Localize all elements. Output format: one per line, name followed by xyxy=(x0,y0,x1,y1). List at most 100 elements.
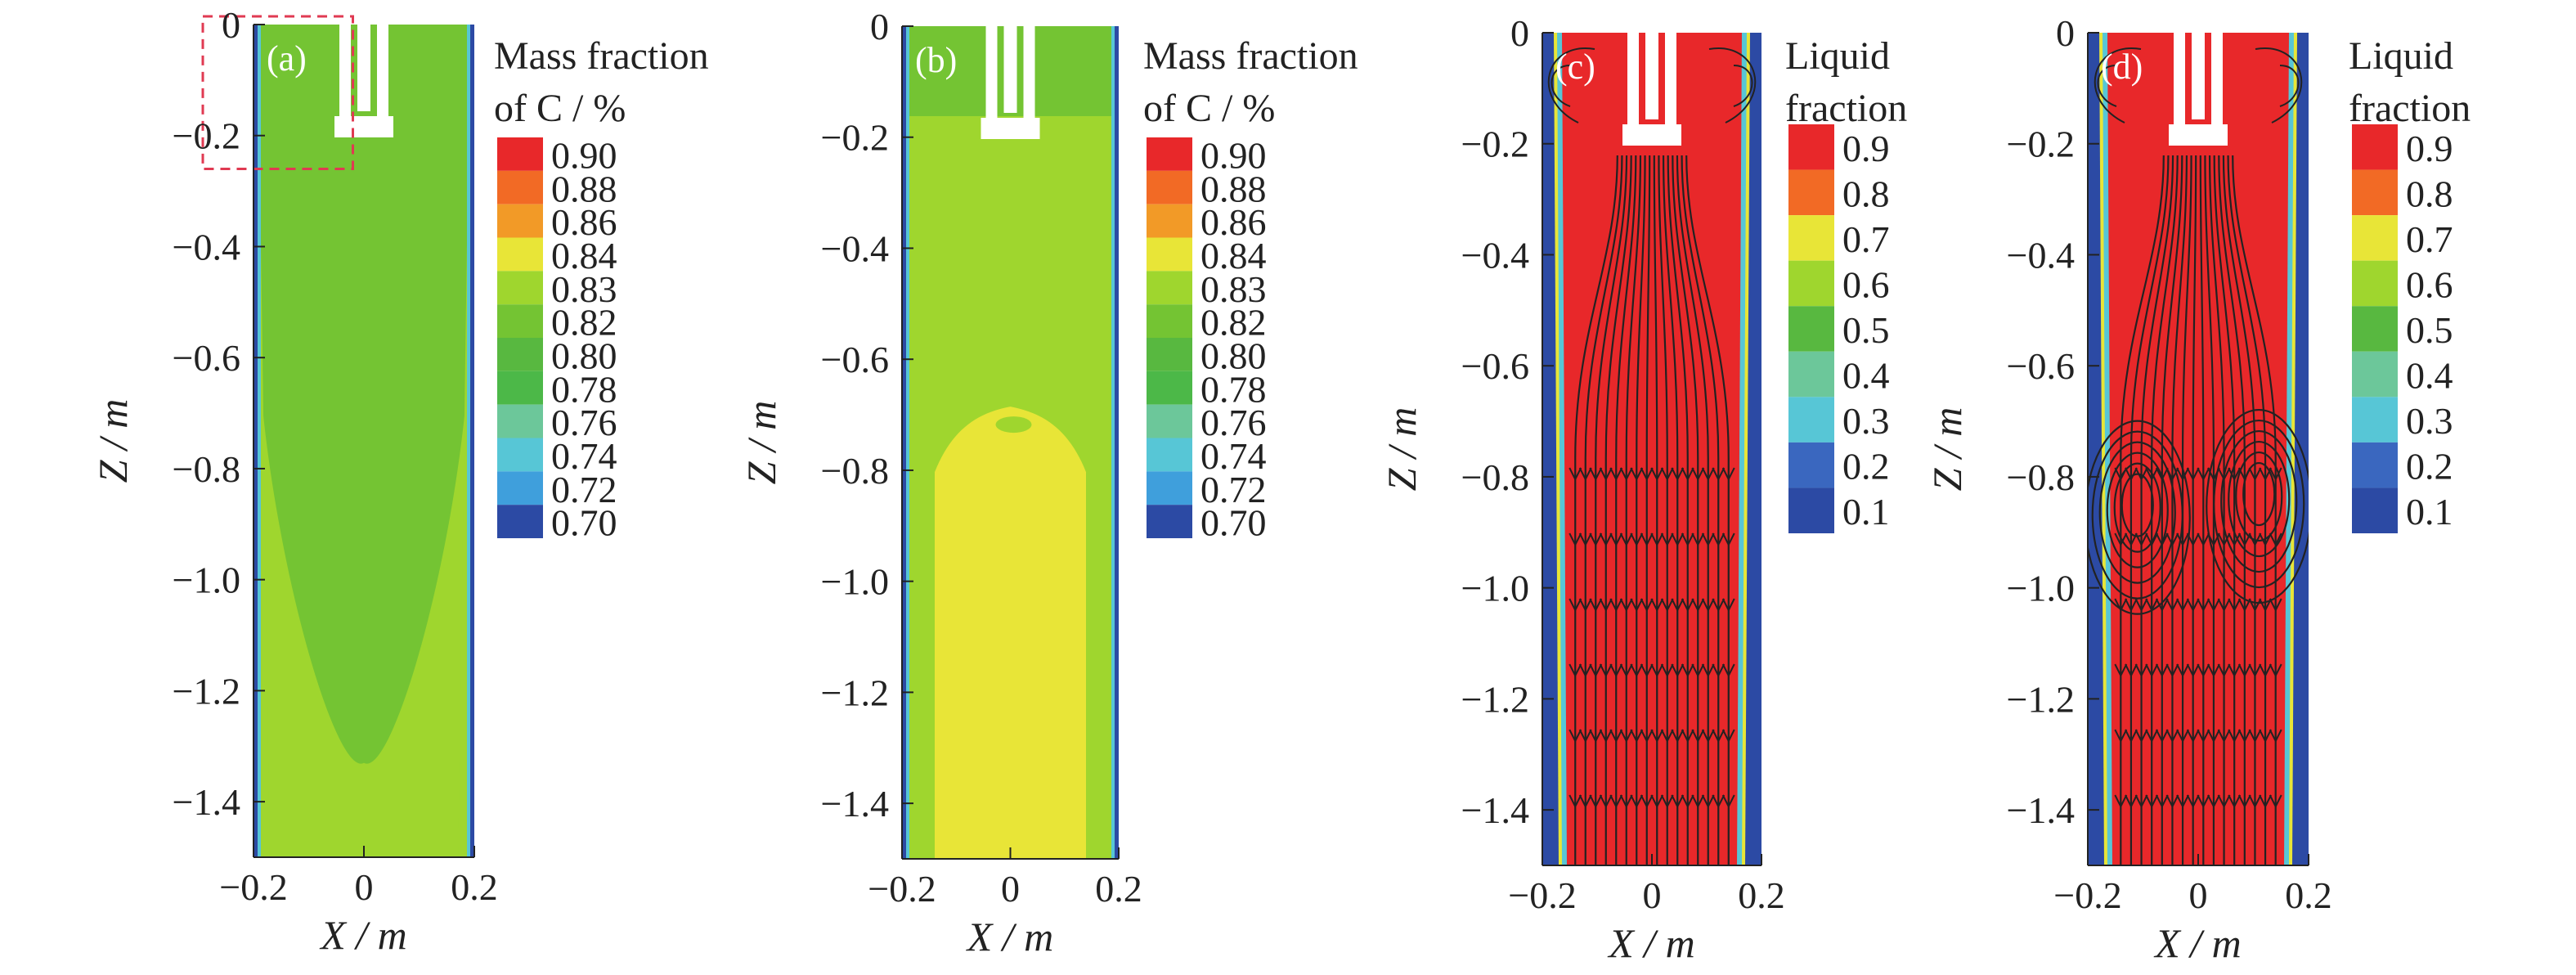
nozzle-base xyxy=(1622,124,1681,146)
streamline-arrow xyxy=(2228,598,2242,613)
streamline-arrow xyxy=(2176,663,2189,678)
streamline-arrow xyxy=(2197,663,2210,678)
legend-level-label: 0.88 xyxy=(1200,168,1267,209)
streamline-arrow xyxy=(1609,794,1623,809)
streamline-arrow xyxy=(1691,532,1705,547)
vortex-ring xyxy=(2213,419,2305,589)
streamline-arrow xyxy=(1599,532,1613,547)
y-tick-label: −1.4 xyxy=(1461,789,1529,831)
legend-level-label: 0.7 xyxy=(1842,218,1890,260)
legend-swatch xyxy=(497,371,543,405)
vortex-ring xyxy=(2206,409,2309,604)
streamline-arrow xyxy=(2155,663,2169,678)
legend-level-label: 0.7 xyxy=(2406,218,2453,260)
panel-b: (b) 0 −0.2 −0.4 −0.6 −0.8 −1.0 −1.2 −1.4 −0.2 0 0.2… xyxy=(738,6,1358,959)
streamline-arrow xyxy=(1568,467,1582,482)
legend-level-label: 0.90 xyxy=(1200,134,1267,176)
streamline-arrow xyxy=(2186,663,2200,678)
nozzle-core xyxy=(1645,33,1658,119)
streamline-arrow xyxy=(1568,598,1582,613)
streamline-arrow xyxy=(2176,598,2189,613)
streamline-arrow xyxy=(2165,532,2179,547)
legend-swatch xyxy=(497,304,543,338)
recirculation xyxy=(1547,47,1595,124)
field-band xyxy=(1562,33,1742,865)
panel-a: (a) 0 −0.2 −0.4 −0.6 −0.8 −1.0 −1.2 −1.4 −0.2 0 0.2… xyxy=(90,4,709,958)
streamline-arrow xyxy=(2197,532,2210,547)
streamline-arrow xyxy=(1650,794,1664,809)
streamline-arrow xyxy=(2145,729,2159,744)
nozzle xyxy=(981,26,1040,139)
streamline-arrow xyxy=(2125,532,2138,547)
streamline-arrow xyxy=(1681,663,1694,678)
streamline xyxy=(2208,155,2225,865)
legend-level-label: 0.1 xyxy=(1842,491,1890,532)
streamline xyxy=(2181,155,2192,865)
streamline-arrow xyxy=(2228,729,2242,744)
streamline-arrow xyxy=(2248,532,2262,547)
y-tick-label: −0.6 xyxy=(173,337,240,379)
streamline-arrow xyxy=(1630,729,1644,744)
streamline-arrow xyxy=(1589,532,1603,547)
streamline-arrow xyxy=(2186,598,2200,613)
y-tick-label: −1.2 xyxy=(1461,678,1529,720)
y-tick-label: −0.6 xyxy=(821,339,889,380)
legend-swatch xyxy=(1147,237,1192,272)
legend-level-label: 0.83 xyxy=(1200,268,1267,310)
y-axis-label: Z / m xyxy=(1924,407,1970,492)
streamline xyxy=(1645,155,1651,865)
y-tick-label: 0 xyxy=(222,4,240,46)
legend-level-label: 0.72 xyxy=(551,469,617,510)
streamline-arrow xyxy=(1650,729,1664,744)
panel-d: (d) 0 −0.2 −0.4 −0.6 −0.8 −1.0 −1.2 −1.4 −0.2 0 0.2… xyxy=(1924,12,2471,966)
legend-level-label: 0.90 xyxy=(551,134,617,176)
streamline-arrow xyxy=(1681,598,1694,613)
streamline xyxy=(1676,155,1709,865)
streamline-arrow xyxy=(1650,532,1664,547)
streamline-arrow xyxy=(2145,794,2159,809)
streamline-arrow xyxy=(2125,598,2138,613)
streamline-arrow xyxy=(1671,794,1685,809)
legend-swatch xyxy=(1147,304,1192,338)
streamline-arrow xyxy=(1630,467,1644,482)
streamline-arrow xyxy=(2197,598,2210,613)
legend-swatch xyxy=(1788,215,1834,261)
streamline xyxy=(1604,155,1632,865)
x-tick-label: 0.2 xyxy=(2285,874,2332,916)
legend-level-label: 0.4 xyxy=(1842,355,1890,397)
streamline-arrow xyxy=(2186,794,2200,809)
legend-level-label: 0.70 xyxy=(551,502,617,544)
streamline xyxy=(2151,155,2179,865)
streamline-arrow xyxy=(1640,598,1654,613)
streamline xyxy=(2171,155,2188,865)
legend-title: of C / % xyxy=(494,87,626,130)
streamline-arrow xyxy=(1681,794,1694,809)
streamline-arrow xyxy=(2207,598,2220,613)
streamline-arrow xyxy=(1691,729,1705,744)
streamline-arrow xyxy=(1599,729,1613,744)
x-tick-label: −0.2 xyxy=(219,866,287,908)
streamline-arrow xyxy=(2145,467,2159,482)
legend-swatch xyxy=(2352,169,2398,216)
legend-swatch xyxy=(1788,169,1834,216)
legend-level-label: 0.74 xyxy=(1200,435,1267,477)
streamline-arrow xyxy=(2228,532,2242,547)
recirculation xyxy=(2255,47,2303,124)
streamline-arrow xyxy=(1691,598,1705,613)
shell-right xyxy=(1115,26,1119,859)
legend-swatch xyxy=(497,204,543,238)
legend-swatch xyxy=(1788,397,1834,443)
streamline-arrow xyxy=(2155,598,2169,613)
streamline-arrow xyxy=(2145,663,2159,678)
streamline-arrow xyxy=(1609,532,1623,547)
legend-level-label: 0.8 xyxy=(1842,173,1890,214)
streamline-arrow xyxy=(1609,598,1623,613)
x-tick-label: −0.2 xyxy=(1508,874,1576,916)
shell-left-inner xyxy=(906,26,909,859)
streamline xyxy=(2120,155,2165,865)
streamline-arrow xyxy=(1568,532,1582,547)
streamline xyxy=(2140,155,2174,865)
streamline-arrow xyxy=(1599,794,1613,809)
streamline-arrow xyxy=(2197,467,2210,482)
